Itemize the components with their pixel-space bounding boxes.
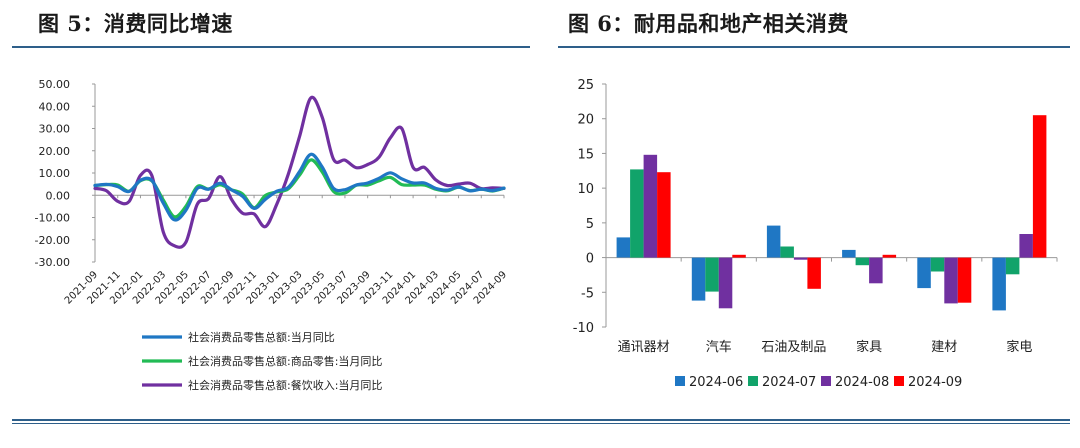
right-bar — [917, 257, 931, 289]
right-bar — [1032, 115, 1047, 258]
right-bar — [957, 257, 972, 303]
right-bar — [807, 257, 821, 289]
right-category-label: 家具 — [856, 339, 882, 355]
left-legend-label: 社会消费品零售总额:当月同比 — [188, 330, 335, 344]
left-y-tick-label: 10.00 — [39, 167, 71, 180]
right-bar — [944, 257, 958, 304]
right-category-label: 汽车 — [706, 339, 732, 355]
right-bar — [705, 257, 719, 292]
right-bar — [630, 169, 644, 258]
right-y-tick-label: 15 — [577, 147, 594, 162]
right-bar — [855, 257, 870, 266]
left-y-tick-label: -10.00 — [35, 212, 70, 225]
left-y-tick-label: -30.00 — [35, 256, 70, 269]
left-legend-label: 社会消费品零售总额:餐饮收入:当月同比 — [188, 378, 382, 392]
right-bar — [992, 257, 1006, 311]
right-y-tick-label: 25 — [577, 78, 594, 93]
right-category-label: 家电 — [1006, 339, 1032, 355]
right-legend-label: 2024-08 — [835, 375, 889, 390]
right-category-label: 石油及制品 — [761, 340, 826, 355]
title-rule-right — [558, 46, 1070, 48]
right-y-tick-label: 5 — [586, 217, 594, 232]
bottom-rule-thin — [12, 423, 1070, 424]
right-bar — [842, 249, 856, 258]
right-legend-label: 2024-07 — [762, 375, 816, 390]
right-bar — [657, 172, 671, 258]
right-legend-label: 2024-06 — [689, 375, 743, 390]
right-legend-swatch — [821, 376, 831, 386]
right-bar — [732, 254, 746, 258]
left-series-line-3 — [93, 95, 506, 249]
right-legend-swatch — [894, 376, 904, 386]
left-y-tick-label: 40.00 — [39, 100, 71, 113]
right-bar — [718, 257, 733, 309]
right-y-tick-label: 20 — [577, 113, 594, 128]
left-chart-title: 图 5：消费同比增速 — [38, 11, 233, 36]
right-y-tick-label: -5 — [581, 286, 594, 301]
right-bar — [691, 257, 706, 301]
right-legend-swatch — [748, 376, 758, 386]
left-y-tick-label: 30.00 — [39, 123, 71, 136]
right-legend-swatch — [675, 376, 685, 386]
right-bar — [930, 257, 945, 272]
right-y-tick-label: 0 — [586, 252, 594, 267]
right-category-label: 建材 — [931, 340, 957, 355]
right-bar — [766, 225, 781, 258]
right-bar — [882, 254, 897, 258]
right-y-tick-label: -10 — [573, 321, 594, 336]
right-bar — [869, 257, 883, 284]
right-y-tick-label: 10 — [577, 182, 594, 197]
title-rule-left — [12, 46, 530, 48]
left-legend-label: 社会消费品零售总额:商品零售:当月同比 — [188, 354, 382, 368]
right-category-label: 通讯器材 — [618, 340, 670, 355]
right-bar — [780, 246, 794, 258]
left-y-tick-label: 0.00 — [46, 189, 71, 202]
left-series-line-1 — [93, 152, 506, 222]
right-bar — [1019, 234, 1033, 258]
left-y-tick-label: 50.00 — [39, 78, 71, 91]
left-y-tick-label: -20.00 — [35, 234, 70, 247]
right-bar — [793, 257, 808, 260]
right-chart-title: 图 6：耐用品和地产相关消费 — [568, 11, 849, 36]
right-bar — [616, 237, 631, 258]
right-legend-label: 2024-09 — [908, 375, 962, 390]
right-bar — [1005, 257, 1020, 275]
bottom-rule — [12, 419, 1070, 421]
left-y-tick-label: 20.00 — [39, 145, 71, 158]
right-bar — [643, 154, 658, 258]
